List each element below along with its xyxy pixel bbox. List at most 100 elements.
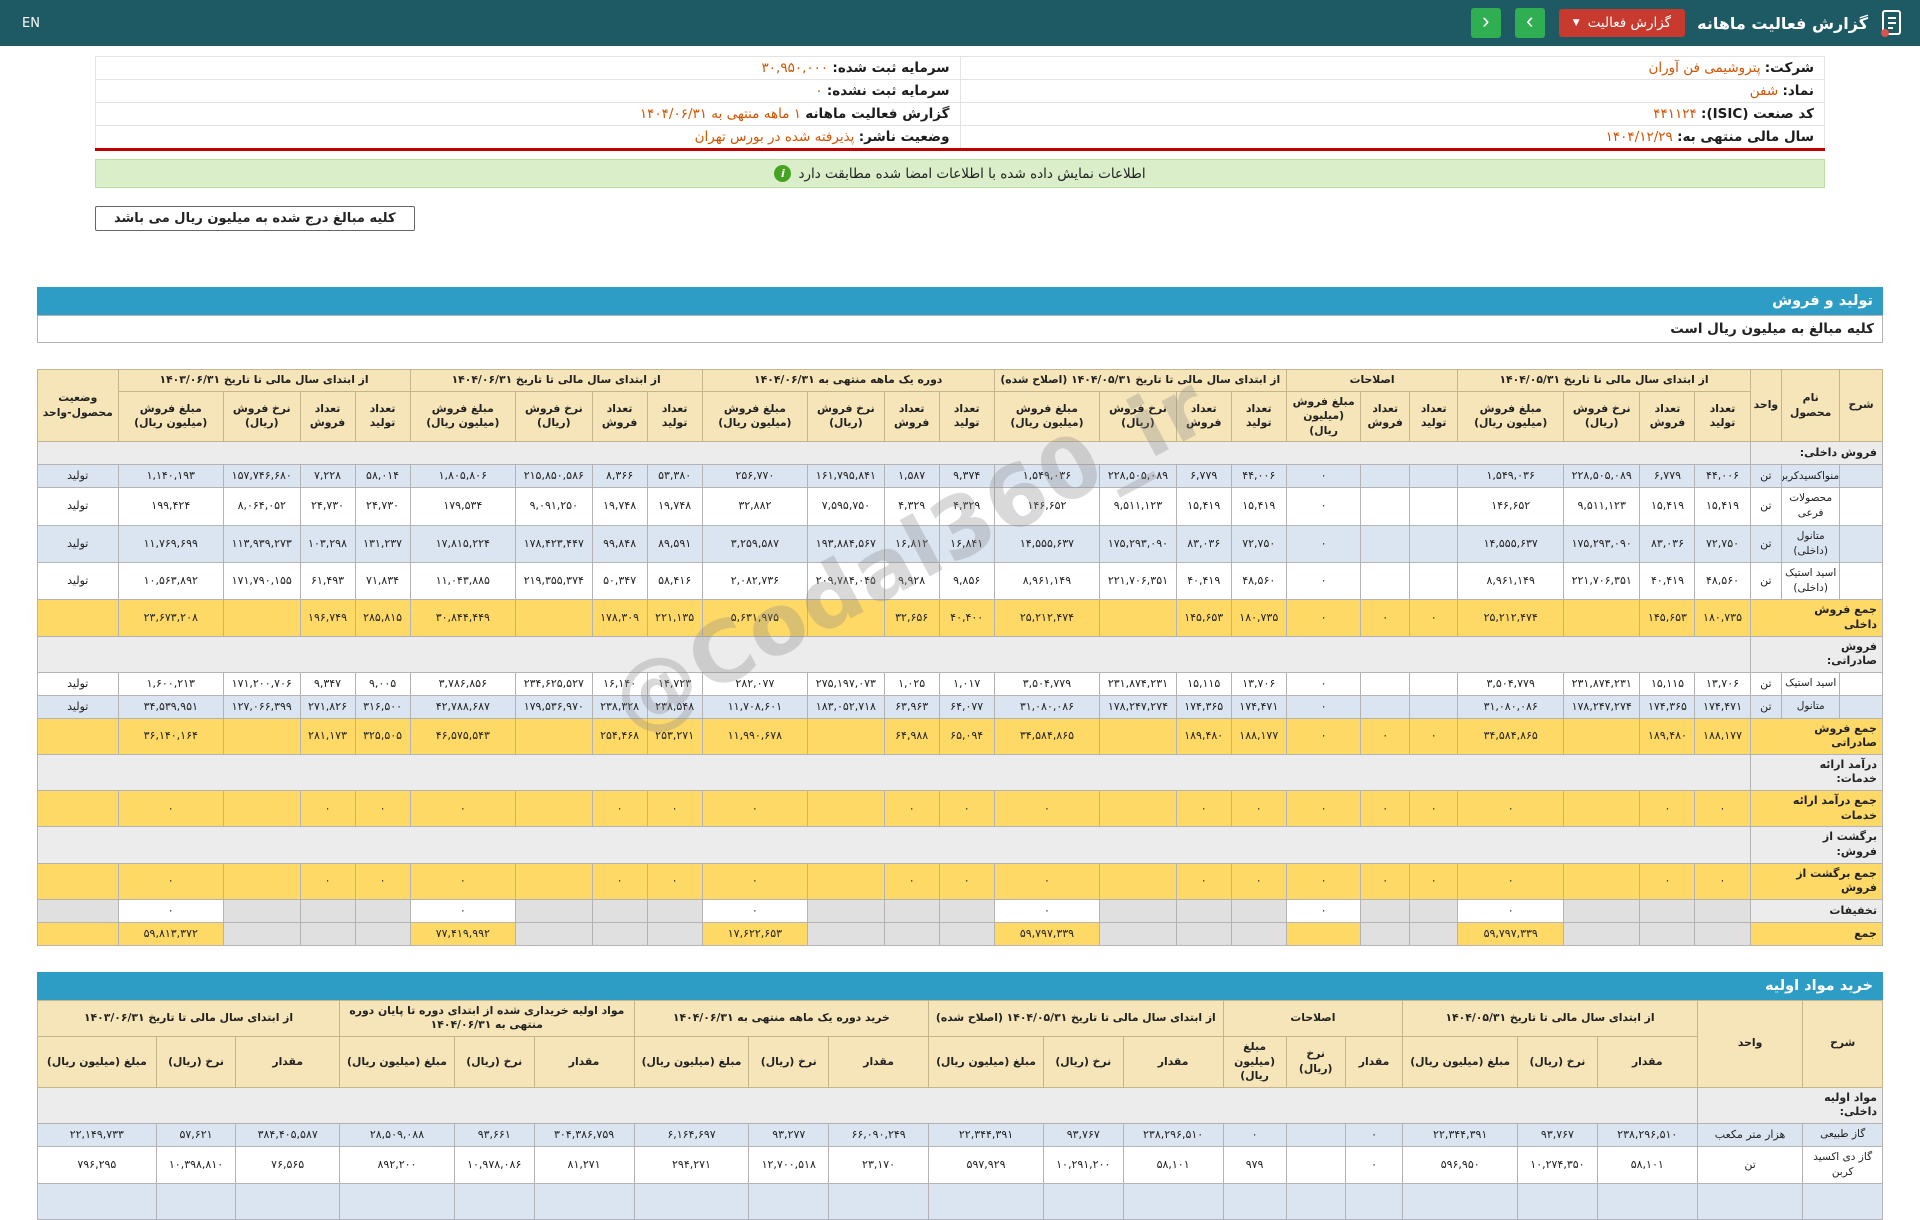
language-toggle-en[interactable]: EN bbox=[22, 15, 40, 31]
status-column-header: وضعیت محصول-واحد bbox=[37, 368, 119, 443]
value-cell: ۲۹۴,۲۷۱ bbox=[633, 1145, 750, 1185]
total-row: جمع درآمد ارائه خدمات ۰ ۰ ۰ ۰ ۰ ۰ ۰ ۰ ۰ ۰ ۰ ۰ ۰ ۰ ۰ ۰ ۰ ۰ bbox=[37, 790, 1884, 828]
field-value: شفن bbox=[1749, 83, 1779, 99]
value-cell: ۱۷۴,۳۶۵ bbox=[1175, 694, 1232, 719]
clipped-cell bbox=[37, 1183, 157, 1220]
value-cell: ۱۷۸,۳۰۹ bbox=[591, 599, 648, 637]
next-report-button[interactable]: › bbox=[1514, 8, 1545, 38]
value-cell: ۰ bbox=[701, 790, 809, 828]
sharh-cell bbox=[1839, 524, 1883, 564]
prev-report-button[interactable]: ‹ bbox=[1470, 8, 1501, 38]
value-cell: ۱۹,۷۴۸ bbox=[646, 487, 703, 526]
value-cell: ۱۶۱,۷۹۵,۸۴۱ bbox=[807, 464, 885, 489]
value-cell: ۹,۰۰۵ bbox=[354, 671, 411, 696]
value-cell: ۲,۰۸۲,۷۳۶ bbox=[701, 561, 809, 601]
value-cell: ۱۴۶,۶۵۲ bbox=[993, 487, 1101, 526]
value-cell: ۲۸۱,۱۷۳ bbox=[299, 717, 356, 756]
amounts-note-box: کلیه مبالغ درج شده به میلیون ریال می باش… bbox=[95, 206, 415, 231]
value-cell: ۱,۰۱۷ bbox=[938, 671, 995, 696]
sub-header: مبلغ (میلیون ریال) bbox=[633, 1035, 750, 1088]
value-cell: ۰ bbox=[701, 898, 809, 923]
value-cell: ۱۴۶,۶۵۲ bbox=[1457, 487, 1564, 526]
money-row: تخفیفات ۰ ۰ ۰ ۰ ۰ ۰ bbox=[37, 898, 1884, 923]
field-value: ۱ ماهه منتهی به ۱۴۰۴/۰۶/۳۱ bbox=[639, 106, 801, 122]
total-label: جمع فروش صادراتی bbox=[1749, 717, 1884, 756]
value-cell: ۲۳۸,۲۹۶,۵۱۰ bbox=[1596, 1122, 1698, 1147]
product-name: گاز دی اکسید کربن bbox=[1802, 1145, 1883, 1185]
clipped-cell bbox=[235, 1183, 341, 1220]
report-type-dropdown-button[interactable]: گزارش فعالیت ▼ bbox=[1558, 9, 1686, 37]
value-cell: ۴۸,۵۶۰ bbox=[1694, 561, 1751, 601]
section-label-text: فروش داخلی: bbox=[1799, 446, 1877, 460]
corner-header: واحد bbox=[1749, 368, 1783, 443]
status-cell: تولید bbox=[37, 524, 119, 564]
topbar-right-group: گزارش فعالیت ماهانه گزارش فعالیت ▼ › ‹ bbox=[1470, 8, 1904, 38]
corner-header: شرح bbox=[1802, 999, 1883, 1088]
value-cell: ۳۸۴,۴۰۵,۵۸۷ bbox=[235, 1122, 341, 1147]
value-cell: ۰ bbox=[1639, 862, 1696, 900]
total-row: جمع فروش صادراتی ۱۸۸,۱۷۷ ۱۸۹,۴۸۰ ۳۴,۵۸۴,۸۶۵… bbox=[37, 717, 1884, 756]
status-cell: تولید bbox=[37, 694, 119, 719]
empty-cell bbox=[1562, 921, 1641, 946]
sharh-cell bbox=[1839, 561, 1883, 601]
unit-cell: تن bbox=[1749, 464, 1783, 489]
product-row: متانول تن ۱۷۴,۴۷۱ ۱۷۴,۳۶۵ ۱۷۸,۲۴۷,۲۷۴ ۳۱,۰۸۰,… bbox=[37, 694, 1883, 719]
value-cell bbox=[1360, 561, 1410, 601]
status-cell bbox=[37, 921, 119, 946]
unit-cell: تن bbox=[1696, 1145, 1804, 1185]
value-cell: ۱۱,۹۹۰,۶۷۸ bbox=[701, 717, 809, 756]
value-cell bbox=[807, 599, 885, 637]
report-period-cell: گزارش فعالیت ماهانه ۱ ماهه منتهی به ۱۴۰۴… bbox=[95, 102, 961, 126]
value-cell: ۱,۰۲۵ bbox=[883, 671, 940, 696]
value-cell: ۷۱,۸۳۴ bbox=[354, 561, 411, 601]
value-cell: ۱۵,۱۱۵ bbox=[1639, 671, 1696, 696]
product-row: اسید استیک (داخلی) تن ۴۸,۵۶۰ ۴۰,۴۱۹ ۲۲۱,۷۰۶,… bbox=[37, 561, 1883, 601]
value-cell: ۰ bbox=[1285, 561, 1362, 601]
unit-cell: تن bbox=[1749, 524, 1783, 564]
value-cell: ۳,۷۸۶,۸۵۶ bbox=[409, 671, 517, 696]
value-cell: ۱۷۹,۵۳۶,۹۷۰ bbox=[515, 694, 593, 719]
value-cell bbox=[1099, 862, 1177, 900]
value-cell: ۱۰,۲۹۱,۲۰۰ bbox=[1042, 1145, 1124, 1185]
value-cell: ۵۹,۷۹۷,۳۳۹ bbox=[993, 921, 1101, 946]
product-name: متانول bbox=[1781, 694, 1841, 719]
value-cell: ۶,۷۷۹ bbox=[1175, 464, 1232, 489]
value-cell: ۰ bbox=[354, 862, 411, 900]
value-cell bbox=[1562, 599, 1641, 637]
clipped-cell bbox=[828, 1183, 930, 1220]
value-cell: ۲۷۵,۱۹۷,۰۷۳ bbox=[807, 671, 885, 696]
section-row: فروش صادراتی: bbox=[37, 635, 1884, 673]
value-cell: ۱۱۳,۹۳۹,۲۷۳ bbox=[222, 524, 301, 564]
value-cell bbox=[807, 717, 885, 756]
group-header: مواد اولیه خریداری شده از ابتدای دوره تا… bbox=[339, 999, 635, 1037]
value-cell: ۱۳۱,۲۳۷ bbox=[354, 524, 411, 564]
sub-header: مبلغ فروش (میلیون ریال) bbox=[993, 390, 1101, 443]
total-label-text: جمع برگشت از فروش bbox=[1796, 866, 1877, 895]
value-cell: ۱۱,۰۴۳,۸۸۵ bbox=[409, 561, 517, 601]
corner-header: واحد bbox=[1696, 999, 1804, 1088]
chevron-left-icon: ‹ bbox=[1482, 8, 1490, 33]
fiscal-year-end-cell: سال مالی منتهی به: ۱۴۰۴/۱۲/۲۹ bbox=[959, 125, 1825, 150]
product-row: گاز طبیعی هزار متر مکعب ۲۳۸,۲۹۶,۵۱۰ ۹۳,۷۶۷ ۲… bbox=[37, 1122, 1883, 1147]
value-cell: ۷۲,۷۵۰ bbox=[1694, 524, 1751, 564]
value-cell: ۰ bbox=[1175, 862, 1232, 900]
header-sub-row: تعداد تولید تعداد فروش نرخ فروش (ریال) مبلغ… bbox=[38, 390, 1883, 443]
total-label-text: جمع فروش صادراتی bbox=[1814, 721, 1877, 750]
value-cell: ۰ bbox=[1344, 1145, 1404, 1185]
value-cell: ۰ bbox=[117, 898, 224, 923]
value-cell bbox=[515, 717, 593, 756]
status-cell: تولید bbox=[37, 464, 119, 489]
product-name: منواکسیدکربن bbox=[1781, 464, 1841, 489]
value-cell: ۰ bbox=[1408, 790, 1459, 828]
empty-cell bbox=[1408, 921, 1459, 946]
value-cell: ۰ bbox=[1285, 487, 1362, 526]
value-cell: ۲۲۱,۱۳۵ bbox=[646, 599, 703, 637]
value-cell: ۰ bbox=[993, 862, 1101, 900]
value-cell: ۲۱۵,۸۵۰,۵۸۶ bbox=[515, 464, 593, 489]
empty-cell bbox=[807, 898, 885, 923]
company-info-row: سال مالی منتهی به: ۱۴۰۴/۱۲/۲۹ وضعیت ناشر… bbox=[95, 125, 1825, 150]
page-title: گزارش فعالیت ماهانه bbox=[1697, 13, 1868, 33]
company-info-row: کد صنعت (ISIC): ۴۴۱۱۲۴ گزارش فعالیت ماها… bbox=[95, 102, 1825, 126]
company-info-table: شرکت: پتروشیمی فن آوران سرمایه ثبت شده: … bbox=[95, 56, 1825, 151]
value-cell: ۶۴,۰۷۷ bbox=[938, 694, 995, 719]
